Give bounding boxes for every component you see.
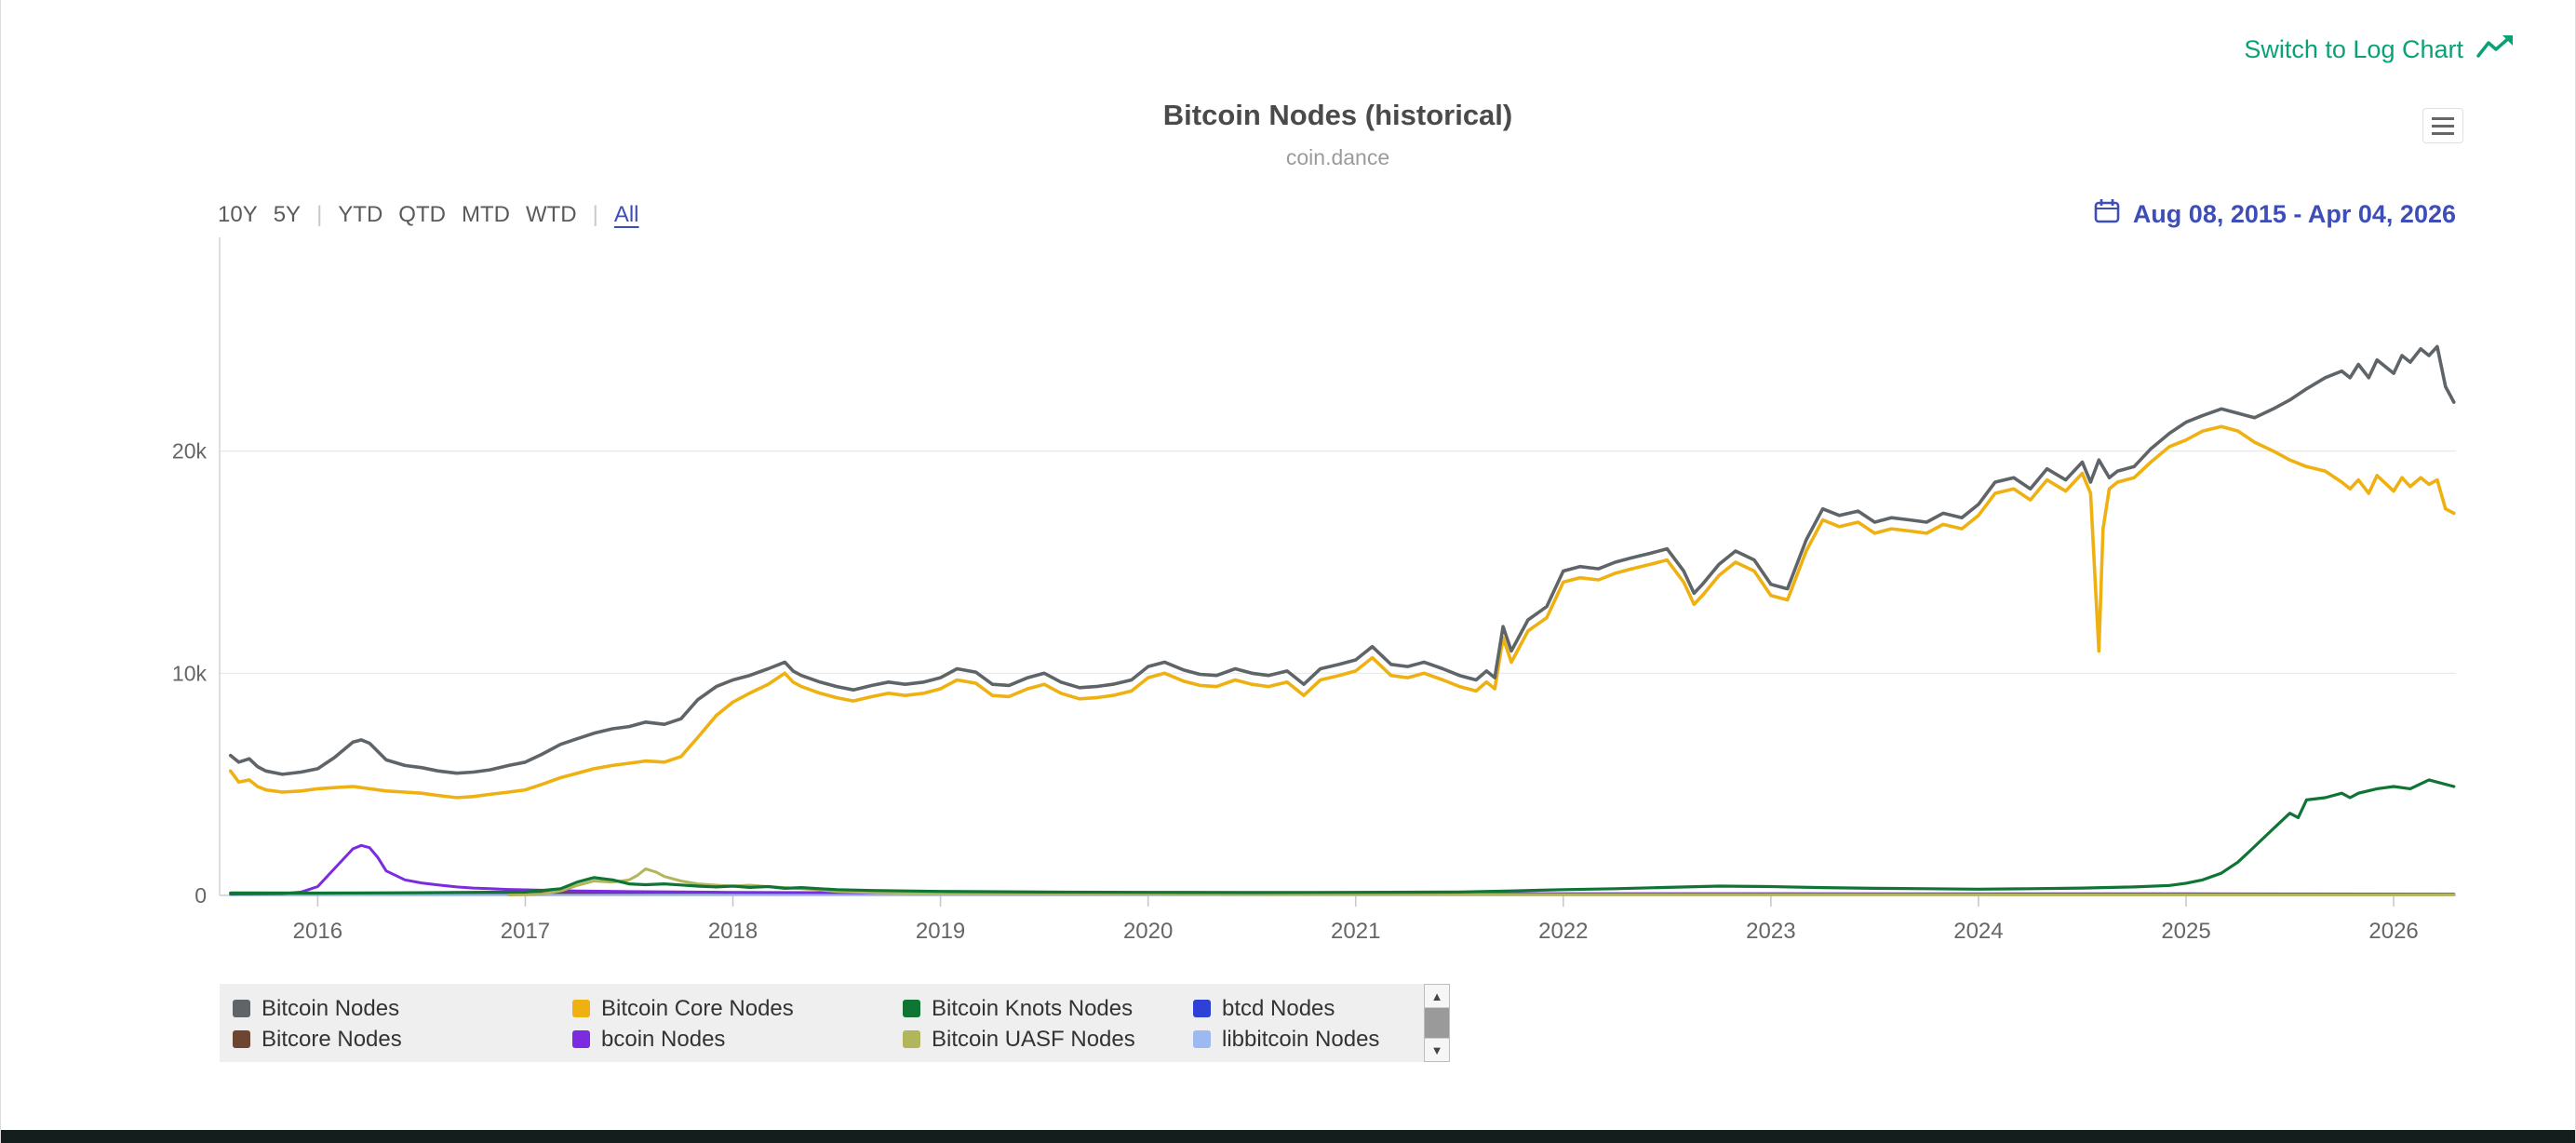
series-bitcoin-uasf-nodes[interactable] bbox=[507, 867, 2456, 896]
switch-to-log-chart-label: Switch to Log Chart bbox=[2244, 35, 2463, 63]
range-divider: | bbox=[592, 202, 598, 227]
menu-icon bbox=[2432, 124, 2454, 128]
legend-row: Bitcore Nodes bcoin Nodes Bitcoin UASF Nod… bbox=[233, 1024, 1413, 1055]
scroll-down-button[interactable]: ▼ bbox=[1425, 1038, 1449, 1061]
series-bitcoin-core-nodes[interactable] bbox=[228, 424, 2456, 800]
legend-label: Bitcoin Knots Nodes bbox=[932, 995, 1134, 1021]
chart-context-menu-button[interactable] bbox=[2422, 108, 2463, 143]
x-axis-label: 2026 bbox=[2368, 919, 2418, 944]
legend-label: btcd Nodes bbox=[1222, 995, 1335, 1021]
legend-item-bitcoin-core-nodes[interactable]: Bitcoin Core Nodes bbox=[572, 996, 903, 1022]
x-axis-label: 2023 bbox=[1746, 919, 1795, 944]
page-title: Bitcoin Nodes (historical) bbox=[1162, 99, 1513, 131]
range-button-5y[interactable]: 5Y bbox=[273, 202, 302, 227]
legend-label: Bitcoin UASF Nodes bbox=[932, 1026, 1135, 1052]
legend-swatch bbox=[572, 1030, 590, 1048]
legend-label: Bitcoin Core Nodes bbox=[601, 995, 794, 1021]
chart-legend: Bitcoin Nodes Bitcoin Core Nodes Bitcoin K… bbox=[220, 984, 1450, 1062]
scrollbar-thumb[interactable] bbox=[1425, 1008, 1449, 1038]
legend-item-bitcoin-knots-nodes[interactable]: Bitcoin Knots Nodes bbox=[903, 996, 1193, 1022]
range-button-all[interactable]: All bbox=[613, 202, 639, 227]
scroll-up-button[interactable]: ▲ bbox=[1425, 985, 1449, 1008]
legend-swatch bbox=[233, 1000, 250, 1017]
legend-item-bitcore-nodes[interactable]: Bitcore Nodes bbox=[233, 1027, 572, 1053]
bottom-edge-bar bbox=[1, 1130, 2575, 1143]
x-axis-label: 2018 bbox=[708, 919, 758, 944]
legend-swatch bbox=[572, 1000, 590, 1017]
legend-label: libbitcoin Nodes bbox=[1222, 1026, 1380, 1052]
scroll-down-icon: ▼ bbox=[1430, 1042, 1443, 1057]
x-axis-label: 2017 bbox=[501, 919, 550, 944]
date-range-label: Aug 08, 2015 - Apr 04, 2026 bbox=[2132, 200, 2456, 228]
scroll-up-icon: ▲ bbox=[1430, 988, 1443, 1003]
legend-item-btcd-nodes[interactable]: btcd Nodes bbox=[1193, 996, 1413, 1022]
trend-up-icon bbox=[2476, 34, 2514, 66]
range-button-qtd[interactable]: QTD bbox=[398, 202, 446, 227]
legend-item-bcoin-nodes[interactable]: bcoin Nodes bbox=[572, 1027, 903, 1053]
legend-label: Bitcoin Nodes bbox=[262, 995, 400, 1021]
legend-swatch bbox=[903, 1030, 920, 1048]
legend-item-bitcoin-nodes[interactable]: Bitcoin Nodes bbox=[233, 996, 572, 1022]
legend-swatch bbox=[233, 1030, 250, 1048]
x-axis-label: 2021 bbox=[1331, 919, 1380, 944]
x-axis-label: 2024 bbox=[1953, 919, 2003, 944]
y-axis-label: 20k bbox=[172, 439, 208, 464]
calendar-icon bbox=[2093, 197, 2121, 232]
x-axis-label: 2025 bbox=[2161, 919, 2210, 944]
menu-icon bbox=[2432, 116, 2454, 120]
legend-scrollbar[interactable]: ▲ ▼ bbox=[1424, 984, 1450, 1062]
legend-row: Bitcoin Nodes Bitcoin Core Nodes Bitcoin K… bbox=[233, 993, 1413, 1024]
range-divider: | bbox=[316, 202, 323, 227]
legend-label: bcoin Nodes bbox=[601, 1026, 726, 1052]
x-axis-label: 2022 bbox=[1538, 919, 1588, 944]
x-axis-label: 2019 bbox=[916, 919, 965, 944]
switch-to-log-chart-link[interactable]: Switch to Log Chart bbox=[2244, 34, 2514, 66]
page-subtitle: coin.dance bbox=[1285, 145, 1390, 169]
series-bitcoin-knots-nodes[interactable] bbox=[229, 778, 2456, 895]
legend-swatch bbox=[1193, 1030, 1211, 1048]
y-axis-label: 10k bbox=[172, 661, 208, 685]
legend-swatch bbox=[903, 1000, 920, 1017]
date-range-picker[interactable]: Aug 08, 2015 - Apr 04, 2026 bbox=[2093, 197, 2456, 232]
range-button-mtd[interactable]: MTD bbox=[461, 202, 510, 227]
y-axis-label: 0 bbox=[195, 883, 207, 908]
legend-item-bitcoin-uasf-nodes[interactable]: Bitcoin UASF Nodes bbox=[903, 1027, 1193, 1053]
legend-label: Bitcore Nodes bbox=[262, 1026, 402, 1052]
range-button-10y[interactable]: 10Y bbox=[218, 202, 258, 227]
range-button-wtd[interactable]: WTD bbox=[525, 202, 577, 227]
menu-icon bbox=[2432, 131, 2454, 135]
x-axis-label: 2016 bbox=[293, 919, 342, 944]
legend-item-libbitcoin-nodes[interactable]: libbitcoin Nodes bbox=[1193, 1027, 1413, 1053]
range-selector: 10Y 5Y | YTD QTD MTD WTD | All bbox=[218, 202, 639, 228]
x-axis-label: 2020 bbox=[1123, 919, 1173, 944]
range-button-ytd[interactable]: YTD bbox=[338, 202, 383, 227]
legend-swatch bbox=[1193, 1000, 1211, 1017]
series-bitcoin-nodes[interactable] bbox=[228, 344, 2456, 776]
